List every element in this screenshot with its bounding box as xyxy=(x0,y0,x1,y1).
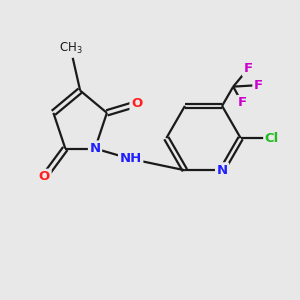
Text: F: F xyxy=(254,79,263,92)
Text: F: F xyxy=(238,97,247,110)
Text: CH$_3$: CH$_3$ xyxy=(59,41,83,56)
Text: O: O xyxy=(39,170,50,183)
Text: N: N xyxy=(89,142,100,155)
Text: F: F xyxy=(244,62,253,75)
Text: N: N xyxy=(217,164,228,177)
Text: NH: NH xyxy=(120,152,142,165)
Text: Cl: Cl xyxy=(265,132,279,145)
Text: O: O xyxy=(131,98,142,110)
